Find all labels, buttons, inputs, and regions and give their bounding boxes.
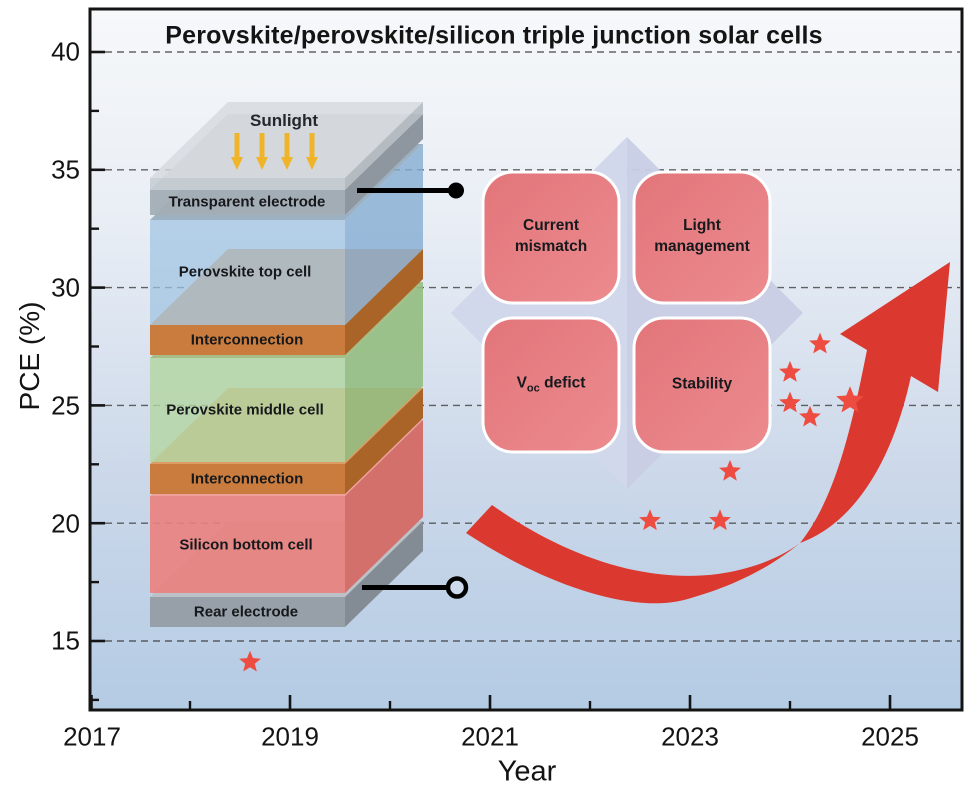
slab-front-0 xyxy=(150,178,345,190)
data-star-5 xyxy=(779,360,801,382)
data-star-8 xyxy=(836,386,864,413)
x-tick-2019: 2019 xyxy=(261,721,319,752)
front-contact-filled-circle xyxy=(448,182,464,199)
voc-post: defict xyxy=(539,374,586,392)
y-axis-label: PCE (%) xyxy=(14,301,45,411)
sunlight-arrowhead-0 xyxy=(231,157,243,170)
challenge-current-mismatch: Current mismatch xyxy=(514,217,588,255)
trend-arrow-tail xyxy=(466,505,800,604)
data-star-6 xyxy=(799,405,821,427)
voc-pre: V xyxy=(516,374,527,392)
slab-front-7 xyxy=(150,597,345,627)
x-tick-2021: 2021 xyxy=(461,721,519,752)
slab-front-4 xyxy=(150,358,345,462)
slab-side-6 xyxy=(345,420,423,593)
sunlight-arrowhead-1 xyxy=(256,157,268,170)
slab-side-3 xyxy=(345,249,423,355)
y-tick-35: 35 xyxy=(51,154,80,185)
chart-title: Perovskite/perovskite/silicon triple jun… xyxy=(165,21,823,50)
data-star-2 xyxy=(709,509,731,531)
x-tick-2017: 2017 xyxy=(63,721,121,752)
layer-label-transparent-electrode: Transparent electrode xyxy=(168,193,326,211)
plot-frame xyxy=(88,7,964,712)
layer-label-interconnection-1: Interconnection xyxy=(190,331,304,349)
y-tick-40: 40 xyxy=(51,36,80,67)
sunlight-arrowhead-3 xyxy=(306,157,318,170)
sunlight-arrowhead-2 xyxy=(281,157,293,170)
slab-front-3 xyxy=(150,325,345,355)
layer-label-rear-electrode: Rear electrode xyxy=(193,603,299,621)
voc-sub: oc xyxy=(526,382,540,395)
challenge-voc-deficit: Voc defict xyxy=(517,374,586,397)
box-current-mismatch xyxy=(481,170,621,305)
data-star-3 xyxy=(719,459,741,481)
x-tick-2025: 2025 xyxy=(861,721,919,752)
rear-contact-open-circle xyxy=(445,576,469,599)
data-star-4 xyxy=(779,391,801,413)
challenge-light-management: Light management xyxy=(654,217,750,255)
slab-side-0 xyxy=(345,102,423,190)
layer-label-perovskite-middle-cell: Perovskite middle cell xyxy=(166,401,324,419)
slab-front-5 xyxy=(150,464,345,494)
data-star-1 xyxy=(639,509,661,531)
y-tick-25: 25 xyxy=(51,390,80,421)
trend-arrow-head xyxy=(800,262,950,543)
data-star-7 xyxy=(809,332,831,354)
slab-side-7 xyxy=(345,521,423,627)
box-voc-deficit xyxy=(481,316,621,454)
layer-label-interconnection-2: Interconnection xyxy=(190,470,304,488)
slab-front-2 xyxy=(150,220,345,325)
data-star-0 xyxy=(239,650,261,672)
layer-label-silicon-bottom-cell: Silicon bottom cell xyxy=(179,536,313,554)
y-tick-15: 15 xyxy=(51,625,80,656)
layer-label-perovskite-top-cell: Perovskite top cell xyxy=(178,263,312,281)
slab-front-1 xyxy=(150,190,345,215)
challenge-stability: Stability xyxy=(671,375,733,393)
slab-front-6 xyxy=(150,496,345,593)
y-tick-30: 30 xyxy=(51,272,80,303)
y-tick-20: 20 xyxy=(51,508,80,539)
sunlight-label: Sunlight xyxy=(250,111,318,130)
box-light-management xyxy=(632,170,772,305)
x-axis-label: Year xyxy=(497,755,557,788)
slab-side-4 xyxy=(345,282,423,462)
x-tick-2023: 2023 xyxy=(661,721,719,752)
box-stability xyxy=(632,316,772,454)
slab-side-5 xyxy=(345,388,423,494)
